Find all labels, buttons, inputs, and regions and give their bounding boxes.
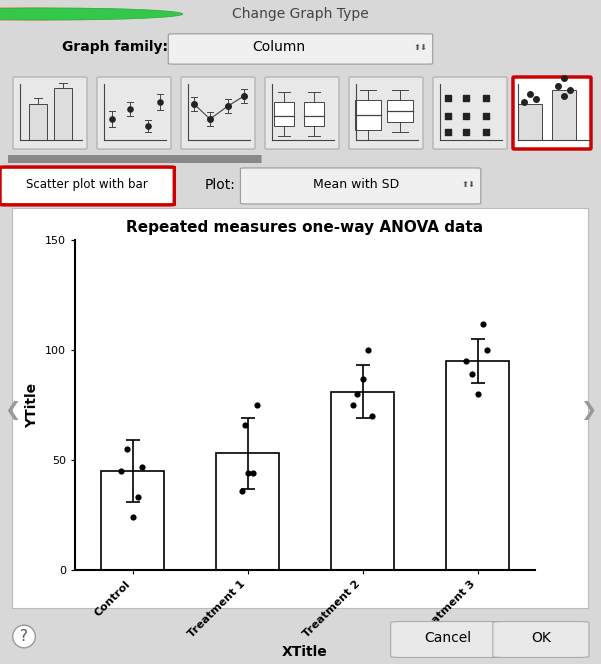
Point [240,420,250,430]
Point [223,101,233,112]
FancyBboxPatch shape [181,77,255,149]
Bar [387,100,413,122]
Point [519,97,529,108]
Point [125,104,135,114]
FancyBboxPatch shape [13,77,87,149]
Text: Cancel: Cancel [424,631,471,645]
Bar [355,100,381,130]
Point [349,400,358,410]
Bar [101,471,164,570]
Point [133,492,143,503]
Text: ❮: ❮ [4,400,20,420]
Point [531,94,541,104]
FancyBboxPatch shape [433,77,507,149]
Point [559,91,569,102]
Point [461,111,471,122]
Point [525,89,535,100]
Point [205,114,215,124]
Bar [29,104,47,140]
Point [481,93,491,104]
Point [461,127,471,137]
Point [481,111,491,122]
Text: Mean with SD: Mean with SD [313,178,399,191]
Point [443,93,453,104]
Point [478,318,488,329]
Point [565,85,575,96]
Bar [331,392,394,570]
Point [461,356,471,367]
FancyBboxPatch shape [391,622,505,657]
Bar [54,88,72,140]
Point [248,468,258,479]
Point [364,345,373,355]
FancyBboxPatch shape [168,34,433,64]
Text: Change Graph Type: Change Graph Type [232,7,369,21]
Point [481,127,491,137]
Circle shape [0,8,143,20]
Point [107,114,117,124]
FancyBboxPatch shape [349,77,423,149]
Point [239,91,249,102]
Y-axis label: YTitle: YTitle [25,382,40,428]
Text: Column: Column [252,40,305,54]
Text: Plot:: Plot: [204,177,235,192]
Bar [304,102,324,126]
X-axis label: XTitle: XTitle [282,645,328,659]
Point [482,345,492,355]
FancyBboxPatch shape [513,77,591,149]
Bar [552,90,576,140]
Text: Scatter plot with bar: Scatter plot with bar [26,178,148,191]
Title: Repeated measures one-way ANOVA data: Repeated measures one-way ANOVA data [126,220,484,234]
Point [367,411,376,422]
Text: Graph family:: Graph family: [63,40,168,54]
Point [461,93,471,104]
Point [122,444,132,454]
Point [155,97,165,108]
Text: ⬆⬇: ⬆⬇ [413,42,428,51]
Point [559,72,569,83]
Point [467,369,477,380]
Point [553,81,563,92]
Circle shape [0,8,163,20]
Text: ❯: ❯ [581,400,597,420]
Text: OK: OK [531,631,551,645]
FancyBboxPatch shape [0,167,174,205]
Text: ⬆⬇: ⬆⬇ [462,180,476,189]
Bar [518,104,542,140]
FancyBboxPatch shape [8,155,261,163]
FancyBboxPatch shape [493,622,589,657]
Point [443,127,453,137]
FancyBboxPatch shape [240,168,481,204]
FancyBboxPatch shape [97,77,171,149]
Point [116,465,126,476]
Point [189,99,199,110]
Point [243,468,252,479]
Point [252,400,261,410]
Bar [216,454,279,570]
Point [473,388,483,399]
Point [143,121,153,131]
Bar [446,361,509,570]
Point [358,373,367,384]
Point [127,512,137,523]
Point [352,388,362,399]
Bar [274,102,294,126]
Text: ?: ? [20,629,28,644]
Point [137,461,147,472]
Point [237,485,246,496]
Point [443,111,453,122]
Circle shape [0,8,183,20]
FancyBboxPatch shape [265,77,339,149]
